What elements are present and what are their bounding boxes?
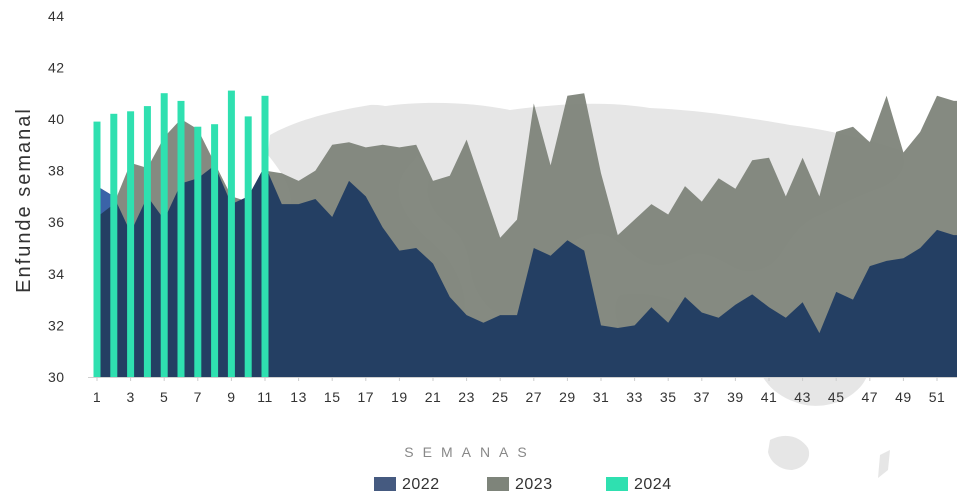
x-tick-label: 29 [559,389,576,405]
y-axis-ticks: 30 32 34 36 38 40 42 44 [48,8,65,385]
bar-2024-week-7 [194,127,201,377]
y-tick-label: 30 [48,369,65,385]
x-tick-label: 21 [425,389,442,405]
x-tick-label: 3 [126,389,134,405]
bar-2024-week-9 [228,91,235,377]
x-tick-label: 27 [526,389,543,405]
x-tick-label: 19 [391,389,408,405]
bar-2024-week-8 [211,124,218,377]
legend-swatch-2023 [487,477,509,491]
x-tick-label: 15 [324,389,341,405]
bar-2024-week-4 [144,106,151,377]
x-tick-label: 51 [929,389,946,405]
x-tick-label: 43 [794,389,811,405]
x-tick-label: 25 [492,389,509,405]
y-tick-label: 42 [48,59,65,75]
bar-2024-week-11 [262,96,269,377]
x-tick-label: 9 [227,389,235,405]
legend-label-2022: 2022 [402,476,440,493]
x-axis-label: SEMANAS [404,444,535,460]
bar-2024-week-1 [94,122,101,377]
legend: 2022 2023 2024 [374,476,672,493]
x-tick-label: 11 [257,389,273,405]
y-tick-label: 34 [48,266,65,282]
y-tick-label: 40 [48,111,65,127]
legend-swatch-2024 [606,477,628,491]
bar-2024-week-5 [161,93,168,377]
y-tick-label: 38 [48,163,65,179]
x-tick-label: 5 [160,389,168,405]
legend-label-2024: 2024 [634,476,672,493]
x-tick-label: 47 [862,389,879,405]
x-tick-label: 33 [626,389,643,405]
x-tick-label: 49 [895,389,912,405]
x-tick-label: 31 [593,389,610,405]
y-tick-label: 36 [48,214,65,230]
y-tick-label: 44 [48,8,65,24]
x-tick-label: 1 [93,389,101,405]
x-tick-label: 41 [761,389,778,405]
x-tick-label: 45 [828,389,845,405]
x-tick-label: 37 [694,389,711,405]
legend-label-2023: 2023 [515,476,553,493]
y-tick-label: 32 [48,317,65,333]
legend-swatch-2022 [374,477,396,491]
y-axis-label: Enfunde semanal [13,107,35,293]
bar-2024-week-10 [245,116,252,377]
bar-2024-week-6 [178,101,185,377]
x-tick-label: 7 [194,389,202,405]
x-tick-label: 13 [290,389,307,405]
x-tick-label: 23 [458,389,475,405]
bar-2024-week-3 [127,111,134,377]
x-tick-label: 39 [727,389,744,405]
x-tick-label: 17 [358,389,375,405]
bar-2024-week-2 [110,114,117,377]
x-tick-label: 35 [660,389,677,405]
